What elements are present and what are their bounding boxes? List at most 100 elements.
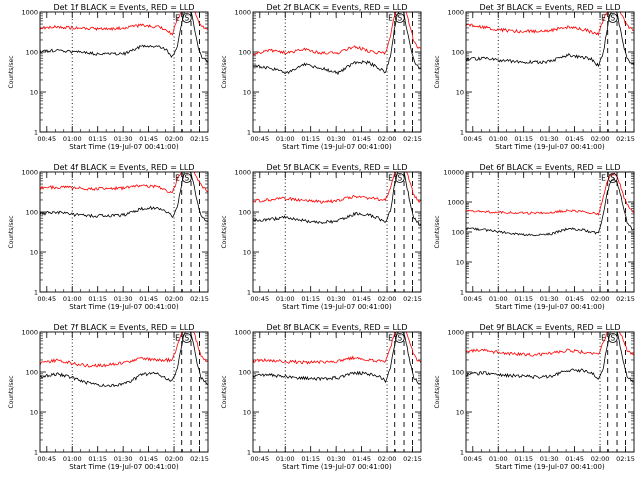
y-tick-label: 1 (247, 129, 251, 137)
y-tick-label: 1 (34, 129, 38, 137)
y-tick-label: 1000 (234, 169, 251, 177)
y-tick-label: 1 (460, 289, 464, 297)
plot-frame (39, 331, 209, 453)
y-tick-label: 10 (243, 409, 251, 417)
x-axis-label: Start Time (19-Jul-07 00:41:00) (495, 143, 605, 151)
x-tick-label: 02:00 (165, 295, 184, 303)
y-tick-label: 1000 (447, 9, 464, 17)
x-axis-label: Start Time (19-Jul-07 00:41:00) (282, 303, 392, 311)
chart-title: Det 1f BLACK = Events, RED = LLD (53, 3, 194, 12)
chart-panel: Det 4f BLACK = Events, RED = LLD Counts/s… (8, 163, 209, 311)
plot-frame (39, 171, 209, 293)
saa-marker-label: S (184, 14, 189, 23)
lld-series-line (465, 331, 635, 357)
x-tick-label: 01:00 (63, 295, 82, 303)
x-tick-label: 02:00 (591, 295, 610, 303)
eclipse-marker-label: E (601, 334, 606, 343)
chart-title: Det 7f BLACK = Events, RED = LLD (53, 323, 194, 332)
chart-panel: Det 5f BLACK = Events, RED = LLD Counts/s… (221, 163, 422, 311)
x-tick-label: 02:00 (591, 455, 610, 463)
y-tick-label: 100 (239, 369, 251, 377)
plot-frame (252, 11, 422, 133)
chart-title: Det 9f BLACK = Events, RED = LLD (479, 323, 620, 332)
chart-title: Det 2f BLACK = Events, RED = LLD (266, 3, 407, 12)
y-tick-label: 10 (243, 89, 251, 97)
eclipse-marker-label: E (601, 174, 606, 183)
events-series-line (39, 331, 209, 388)
y-tick-label: 1000 (21, 169, 38, 177)
plot-frame (252, 331, 422, 453)
y-tick-label: 1000 (447, 199, 464, 207)
y-axis-label: Counts/sec (221, 215, 228, 248)
lld-series-line (465, 11, 635, 37)
lld-series-line (252, 331, 422, 365)
y-tick-label: 100 (452, 229, 464, 237)
saa-marker-label: S (397, 334, 402, 343)
x-tick-label: 01:00 (489, 295, 508, 303)
chart-panel: Det 6f BLACK = Events, RED = LLD Counts/s… (434, 163, 635, 311)
y-tick-label: 10 (456, 89, 464, 97)
events-series-line (39, 171, 209, 222)
saa-marker-label: S (184, 174, 189, 183)
x-tick-label: 01:15 (514, 135, 533, 143)
chart-panel: Det 1f BLACK = Events, RED = LLD Counts/s… (8, 3, 209, 151)
saa-marker-circle (607, 173, 618, 183)
x-axis-label: Start Time (19-Jul-07 00:41:00) (495, 463, 605, 471)
x-tick-label: 01:30 (114, 295, 133, 303)
y-axis-label: Counts/sec (434, 55, 441, 88)
x-axis-label: Start Time (19-Jul-07 00:41:00) (282, 463, 392, 471)
eclipse-marker-label: E (175, 14, 180, 23)
eclipse-marker-label: E (388, 334, 393, 343)
plot-frame (465, 171, 635, 293)
x-tick-label: 01:30 (114, 455, 133, 463)
x-tick-label: 01:00 (276, 455, 295, 463)
y-tick-label: 1 (247, 449, 251, 457)
x-tick-label: 01:30 (540, 295, 559, 303)
lld-series-line (252, 11, 422, 56)
x-tick-label: 01:45 (139, 295, 158, 303)
x-tick-label: 01:15 (88, 295, 107, 303)
y-tick-label: 1 (247, 289, 251, 297)
y-tick-label: 100 (452, 369, 464, 377)
x-tick-label: 01:15 (514, 455, 533, 463)
saa-marker-label: S (610, 334, 615, 343)
y-tick-label: 1000 (21, 329, 38, 337)
y-tick-label: 10 (30, 249, 38, 257)
x-tick-label: 02:15 (190, 135, 209, 143)
x-tick-label: 00:45 (37, 455, 56, 463)
x-axis-label: Start Time (19-Jul-07 00:41:00) (495, 303, 605, 311)
chart-title: Det 5f BLACK = Events, RED = LLD (266, 163, 407, 172)
events-series-line (465, 178, 635, 237)
x-tick-label: 01:45 (139, 135, 158, 143)
plot-frame (252, 171, 422, 293)
plot-frame (465, 331, 635, 453)
x-axis-label: Start Time (19-Jul-07 00:41:00) (69, 463, 179, 471)
x-tick-label: 02:15 (190, 455, 209, 463)
saa-marker-circle (181, 333, 192, 343)
x-tick-label: 02:15 (190, 295, 209, 303)
x-tick-label: 01:30 (327, 295, 346, 303)
y-tick-label: 1000 (21, 9, 38, 17)
x-tick-label: 02:00 (591, 135, 610, 143)
x-tick-label: 02:15 (403, 295, 422, 303)
saa-marker-label: S (184, 334, 189, 343)
x-tick-label: 01:00 (63, 455, 82, 463)
events-series-line (252, 331, 422, 385)
saa-marker-circle (607, 333, 618, 343)
y-tick-label: 100 (26, 49, 38, 57)
y-tick-label: 100 (26, 369, 38, 377)
x-tick-label: 02:15 (616, 455, 635, 463)
events-series-line (465, 331, 635, 383)
x-tick-label: 01:45 (352, 135, 371, 143)
x-tick-label: 01:00 (276, 295, 295, 303)
y-axis-label: Counts/sec (221, 375, 228, 408)
y-tick-label: 1000 (234, 9, 251, 17)
x-axis-label: Start Time (19-Jul-07 00:41:00) (69, 303, 179, 311)
x-tick-label: 01:15 (88, 455, 107, 463)
chart-panel: Det 3f BLACK = Events, RED = LLD Counts/s… (434, 3, 635, 151)
chart-panel: Det 9f BLACK = Events, RED = LLD Counts/s… (434, 323, 635, 471)
x-tick-label: 00:45 (37, 135, 56, 143)
x-tick-label: 01:45 (565, 295, 584, 303)
